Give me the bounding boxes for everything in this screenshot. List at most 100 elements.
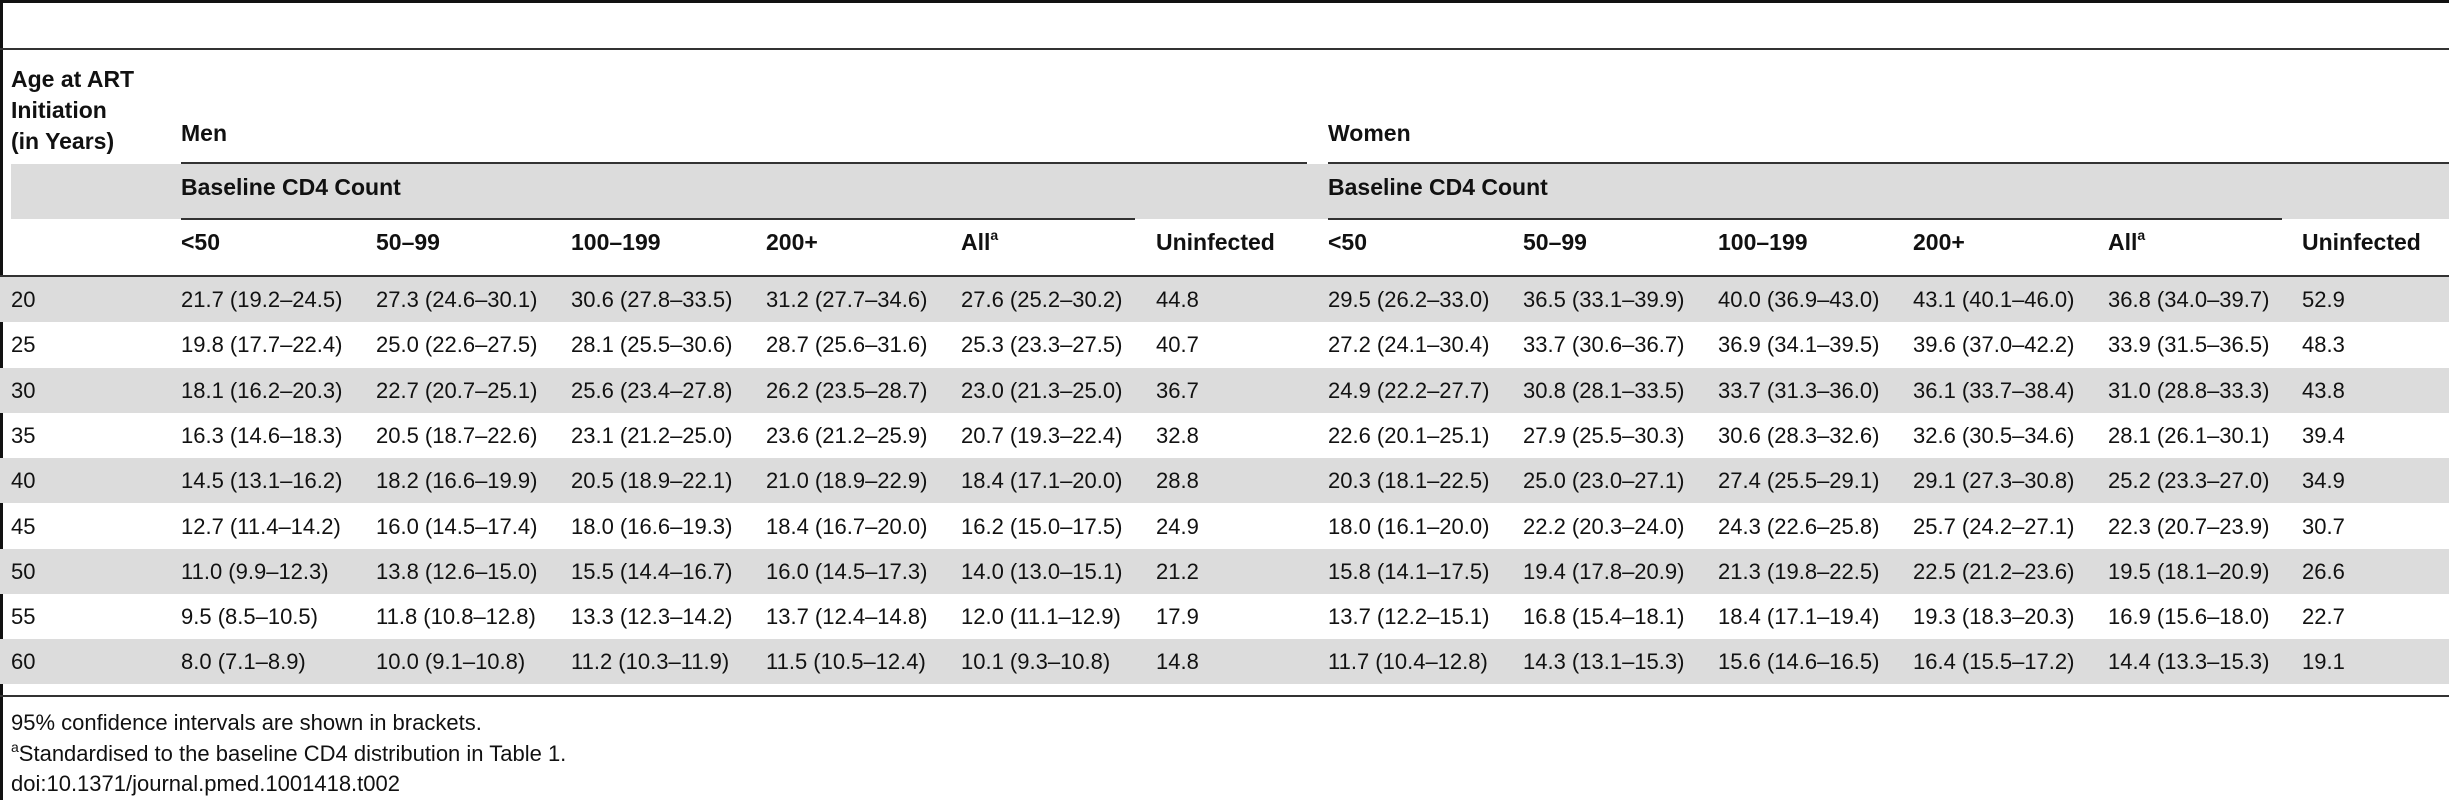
age-cell: 55 (11, 604, 36, 630)
women-group-underline (1328, 162, 2449, 164)
age-cell: 40 (11, 468, 36, 494)
men-col-header-4: Alla (961, 227, 999, 256)
men-value-cell: 18.4 (17.1–20.0) (961, 468, 1123, 494)
women-all-footnote-marker: a (2137, 227, 2146, 243)
women-value-cell: 19.5 (18.1–20.9) (2108, 558, 2270, 584)
table-bottom-rule (0, 695, 2449, 697)
women-value-cell: 36.1 (33.7–38.4) (1913, 377, 2075, 403)
women-value-cell: 22.7 (2302, 604, 2345, 630)
group-header-men: Men (181, 120, 227, 146)
men-value-cell: 14.0 (13.0–15.1) (961, 558, 1123, 584)
footnote-ci: 95% confidence intervals are shown in br… (11, 710, 482, 735)
men-value-cell: 20.7 (19.3–22.4) (961, 422, 1123, 448)
data-top-rule (0, 275, 2449, 277)
men-value-cell: 10.0 (9.1–10.8) (376, 649, 526, 675)
age-cell: 20 (11, 287, 36, 312)
women-value-cell: 22.6 (20.1–25.1) (1328, 422, 1490, 448)
men-col-header-label-3: 200+ (766, 229, 818, 255)
women-col-header-5: Uninfected (2302, 229, 2421, 256)
table-header-rule (0, 48, 2449, 50)
men-col-header-label-2: 100–199 (571, 229, 661, 255)
women-value-cell: 27.9 (25.5–30.3) (1523, 422, 1685, 448)
men-col-header-5: Uninfected (1156, 229, 1275, 256)
men-value-cell: 32.8 (1156, 422, 1199, 448)
men-value-cell: 28.1 (25.5–30.6) (571, 332, 733, 358)
women-value-cell: 24.3 (22.6–25.8) (1718, 513, 1880, 539)
women-value-cell: 36.9 (34.1–39.5) (1718, 332, 1880, 358)
footnote-a-text: Standardised to the baseline CD4 distrib… (18, 741, 567, 766)
women-value-cell: 25.7 (24.2–27.1) (1913, 513, 2075, 539)
women-value-cell: 30.7 (2302, 513, 2345, 539)
women-value-cell: 15.8 (14.1–17.5) (1328, 558, 1490, 584)
men-value-cell: 14.8 (1156, 649, 1199, 675)
women-col-header-2: 100–199 (1718, 229, 1808, 256)
women-value-cell: 39.6 (37.0–42.2) (1913, 332, 2075, 358)
women-value-cell: 16.4 (15.5–17.2) (1913, 649, 2075, 675)
women-value-cell: 36.5 (33.1–39.9) (1523, 287, 1685, 312)
women-value-cell: 22.5 (21.2–23.6) (1913, 558, 2075, 584)
women-value-cell: 20.3 (18.1–22.5) (1328, 468, 1490, 494)
women-subheader-underline (1328, 218, 2282, 220)
women-value-cell: 43.8 (2302, 377, 2345, 403)
table-row: 25 19.8 (17.7–22.4) 27.2 (24.1–30.4) 25.0 (… (0, 322, 2449, 367)
women-value-cell: 14.4 (13.3–15.3) (2108, 649, 2270, 675)
table-row: 35 16.3 (14.6–18.3) 22.6 (20.1–25.1) 20.5 (… (0, 413, 2449, 458)
women-value-cell: 18.0 (16.1–20.0) (1328, 513, 1490, 539)
women-col-header-label-5: Uninfected (2302, 229, 2421, 255)
table-row: 55 9.5 (8.5–10.5) 13.7 (12.2–15.1) 11.8 (10… (0, 594, 2449, 639)
men-value-cell: 8.0 (7.1–8.9) (181, 649, 306, 675)
men-value-cell: 11.8 (10.8–12.8) (376, 604, 536, 630)
men-col-header-label-1: 50–99 (376, 229, 440, 255)
men-value-cell: 18.4 (16.7–20.0) (766, 513, 928, 539)
women-value-cell: 28.1 (26.1–30.1) (2108, 422, 2270, 448)
men-value-cell: 11.0 (9.9–12.3) (181, 558, 329, 584)
men-value-cell: 10.1 (9.3–10.8) (961, 649, 1111, 675)
men-col-header-label-0: <50 (181, 229, 221, 255)
women-value-cell: 15.6 (14.6–16.5) (1718, 649, 1880, 675)
women-value-cell: 30.6 (28.3–32.6) (1718, 422, 1880, 448)
women-value-cell: 39.4 (2302, 422, 2345, 448)
women-value-cell: 24.9 (22.2–27.7) (1328, 377, 1490, 403)
men-value-cell: 28.8 (1156, 468, 1199, 494)
women-value-cell: 43.1 (40.1–46.0) (1913, 287, 2075, 312)
women-value-cell: 14.3 (13.1–15.3) (1523, 649, 1685, 675)
women-value-cell: 22.2 (20.3–24.0) (1523, 513, 1685, 539)
women-value-cell: 27.2 (24.1–30.4) (1328, 332, 1490, 358)
age-cell: 50 (11, 558, 36, 584)
men-value-cell: 11.5 (10.5–12.4) (766, 649, 926, 675)
men-value-cell: 27.6 (25.2–30.2) (961, 287, 1123, 312)
men-value-cell: 25.6 (23.4–27.8) (571, 377, 733, 403)
women-value-cell: 19.4 (17.8–20.9) (1523, 558, 1685, 584)
footnote-a: aStandardised to the baseline CD4 distri… (11, 739, 567, 767)
table-top-rule (0, 0, 2449, 3)
table-row: 30 18.1 (16.2–20.3) 24.9 (22.2–27.7) 22.7 (… (0, 367, 2449, 413)
age-cell: 25 (11, 332, 36, 358)
women-value-cell: 22.3 (20.7–23.9) (2108, 513, 2270, 539)
men-value-cell: 18.1 (16.2–20.3) (181, 377, 343, 403)
men-value-cell: 21.0 (18.9–22.9) (766, 468, 928, 494)
women-value-cell: 32.6 (30.5–34.6) (1913, 422, 2075, 448)
men-all-footnote-marker: a (990, 227, 999, 243)
men-value-cell: 23.0 (21.3–25.0) (961, 377, 1123, 403)
men-subheader: Baseline CD4 Count (181, 174, 401, 200)
men-value-cell: 27.3 (24.6–30.1) (376, 287, 538, 312)
men-value-cell: 16.2 (15.0–17.5) (961, 513, 1123, 539)
men-value-cell: 17.9 (1156, 604, 1199, 630)
women-col-header-1: 50–99 (1523, 229, 1587, 256)
men-col-header-label-5: Uninfected (1156, 229, 1275, 255)
women-value-cell: 36.8 (34.0–39.7) (2108, 287, 2270, 312)
men-value-cell: 44.8 (1156, 287, 1199, 312)
men-value-cell: 26.2 (23.5–28.7) (766, 377, 928, 403)
men-value-cell: 23.6 (21.2–25.9) (766, 422, 928, 448)
women-value-cell: 52.9 (2302, 287, 2345, 312)
women-value-cell: 11.7 (10.4–12.8) (1328, 649, 1488, 675)
table-row: 20 21.7 (19.2–24.5) 29.5 (26.2–33.0) 27.3 (… (0, 277, 2449, 322)
women-value-cell: 16.8 (15.4–18.1) (1523, 604, 1685, 630)
women-value-cell: 21.3 (19.8–22.5) (1718, 558, 1880, 584)
men-value-cell: 31.2 (27.7–34.6) (766, 287, 928, 312)
men-value-cell: 11.2 (10.3–11.9) (571, 649, 730, 675)
women-value-cell: 31.0 (28.8–33.3) (2108, 377, 2270, 403)
women-value-cell: 48.3 (2302, 332, 2345, 358)
women-value-cell: 13.7 (12.2–15.1) (1328, 604, 1490, 630)
women-col-header-label-0: <50 (1328, 229, 1368, 255)
